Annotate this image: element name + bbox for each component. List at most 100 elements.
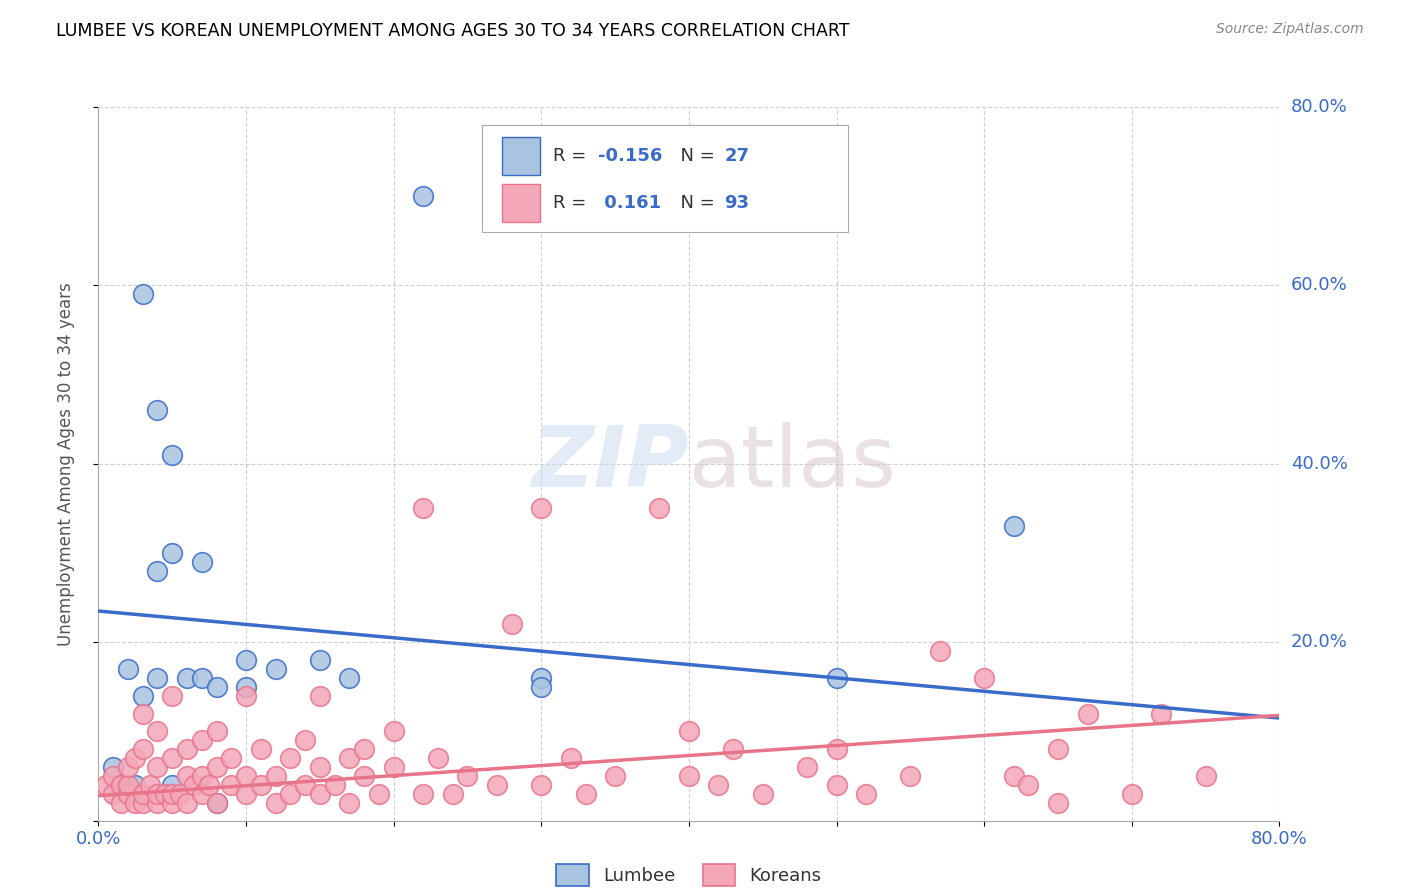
Point xyxy=(323,778,346,792)
Point xyxy=(205,796,228,810)
Point xyxy=(139,778,162,792)
Point xyxy=(219,751,242,765)
Point xyxy=(707,778,730,792)
Text: N =: N = xyxy=(669,194,720,212)
Point xyxy=(132,742,155,756)
Point xyxy=(309,689,332,703)
Point xyxy=(191,671,214,685)
Point xyxy=(825,778,848,792)
Point xyxy=(205,724,228,739)
Point xyxy=(855,787,877,801)
Text: 60.0%: 60.0% xyxy=(1291,277,1347,294)
Point xyxy=(219,778,242,792)
Point xyxy=(176,742,198,756)
Point xyxy=(153,787,176,801)
Point xyxy=(162,787,183,801)
Point xyxy=(162,689,183,703)
Text: 40.0%: 40.0% xyxy=(1291,455,1347,473)
Point xyxy=(235,653,257,667)
Point xyxy=(1077,706,1099,721)
Point xyxy=(132,706,155,721)
Text: atlas: atlas xyxy=(689,422,897,506)
Point xyxy=(132,689,155,703)
Point xyxy=(530,778,553,792)
Point xyxy=(501,617,523,632)
Point xyxy=(110,778,132,792)
Text: R =: R = xyxy=(553,147,592,165)
Point xyxy=(796,760,818,774)
Point xyxy=(103,760,125,774)
Point xyxy=(751,787,773,801)
Point xyxy=(353,742,375,756)
Point xyxy=(124,751,146,765)
Point xyxy=(103,787,125,801)
Point xyxy=(574,787,596,801)
Point xyxy=(176,796,198,810)
Point xyxy=(124,796,146,810)
Point xyxy=(191,787,214,801)
Point xyxy=(1121,787,1143,801)
Point xyxy=(721,742,744,756)
Point xyxy=(191,769,214,783)
Point xyxy=(264,662,287,676)
Point xyxy=(353,769,375,783)
Text: 0.161: 0.161 xyxy=(598,194,661,212)
Point xyxy=(205,680,228,694)
Point xyxy=(486,778,509,792)
Point xyxy=(264,769,287,783)
Text: R =: R = xyxy=(553,194,592,212)
Point xyxy=(117,662,139,676)
Point xyxy=(205,760,228,774)
Text: -0.156: -0.156 xyxy=(598,147,662,165)
Point xyxy=(1002,769,1025,783)
Point xyxy=(973,671,995,685)
Point xyxy=(825,742,848,756)
Point xyxy=(124,778,146,792)
Point xyxy=(146,787,169,801)
Text: LUMBEE VS KOREAN UNEMPLOYMENT AMONG AGES 30 TO 34 YEARS CORRELATION CHART: LUMBEE VS KOREAN UNEMPLOYMENT AMONG AGES… xyxy=(56,22,849,40)
Point xyxy=(162,751,183,765)
Point xyxy=(294,778,316,792)
Point xyxy=(132,287,155,301)
Point xyxy=(530,680,553,694)
Point xyxy=(456,769,478,783)
Point xyxy=(117,787,139,801)
Point xyxy=(441,787,464,801)
Point xyxy=(198,778,221,792)
Point xyxy=(117,778,139,792)
Point xyxy=(191,555,214,569)
FancyBboxPatch shape xyxy=(482,125,848,232)
Point xyxy=(382,724,405,739)
Point xyxy=(278,787,302,801)
Point xyxy=(560,751,582,765)
Text: ZIP: ZIP xyxy=(531,422,689,506)
Point xyxy=(110,796,132,810)
Point xyxy=(368,787,391,801)
Point xyxy=(427,751,450,765)
Point xyxy=(146,724,169,739)
Point xyxy=(103,769,125,783)
Point xyxy=(264,796,287,810)
Point xyxy=(162,448,183,462)
Point xyxy=(132,787,155,801)
Point xyxy=(605,769,627,783)
Point xyxy=(235,769,257,783)
Point xyxy=(382,760,405,774)
Text: 93: 93 xyxy=(724,194,749,212)
Point xyxy=(162,546,183,560)
Point xyxy=(1046,742,1069,756)
Point xyxy=(412,787,434,801)
Text: N =: N = xyxy=(669,147,720,165)
Point xyxy=(235,680,257,694)
Point xyxy=(678,724,700,739)
Point xyxy=(928,644,950,658)
Point xyxy=(146,403,169,417)
Point xyxy=(162,796,183,810)
Point xyxy=(337,751,360,765)
Point xyxy=(162,778,183,792)
Point xyxy=(169,787,191,801)
Point xyxy=(337,671,360,685)
Legend: Lumbee, Koreans: Lumbee, Koreans xyxy=(550,857,828,892)
Point xyxy=(191,733,214,747)
Point xyxy=(250,778,273,792)
